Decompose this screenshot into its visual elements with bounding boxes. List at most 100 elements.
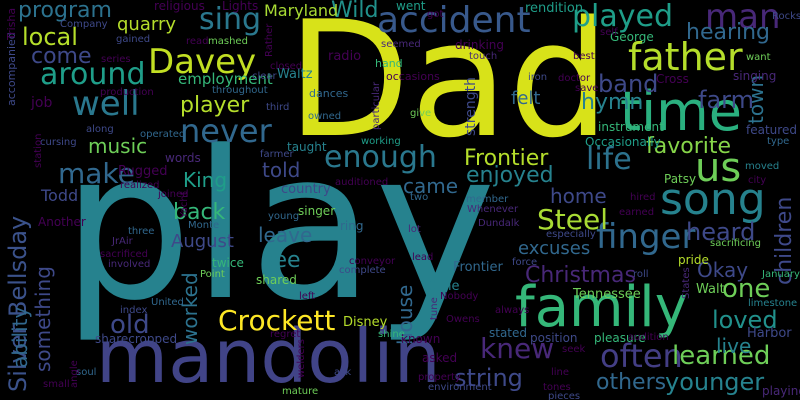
word-yacht: Yacht — [179, 191, 190, 218]
word-tones: tones — [543, 382, 571, 393]
word-king: King — [183, 168, 228, 192]
word-worked: worked — [178, 272, 202, 345]
word-play: play — [62, 108, 497, 346]
word-farm: farm — [698, 86, 754, 114]
word-rugged: Rugged — [118, 164, 168, 179]
word-property: property — [418, 372, 461, 383]
word-earned: earned — [619, 207, 655, 218]
word-country: country — [281, 182, 331, 197]
word-owens: Owens — [446, 314, 480, 325]
word-finger: finger — [596, 217, 696, 257]
word-waltz: Waltz — [277, 67, 313, 82]
word-shared: shared — [256, 273, 297, 287]
word-younger: younger — [665, 368, 765, 396]
word-cline: Cline — [427, 279, 460, 294]
word-walt: Walt — [696, 282, 725, 297]
word-pieces: pieces — [548, 391, 581, 400]
word-dances: dances — [309, 87, 349, 100]
word-never: never — [180, 112, 272, 150]
word-see: see — [262, 248, 301, 273]
word-iron: iron — [528, 72, 548, 83]
word-pleasure: pleasure — [594, 331, 646, 345]
word-lights: Lights — [222, 0, 259, 13]
word-man: man — [705, 0, 781, 37]
word-accompanied: accompanied — [5, 32, 18, 106]
word-religious: religious — [154, 0, 205, 13]
word-others: others — [596, 370, 667, 395]
word-soul: soul — [76, 367, 97, 378]
word-save: save — [575, 83, 599, 94]
word-player: player — [180, 93, 250, 118]
word-taught: taught — [287, 140, 327, 154]
word-auditioned: auditioned — [335, 177, 389, 188]
word-want: want — [746, 52, 771, 63]
word-drinking: drinking — [455, 38, 504, 52]
word-went: went — [396, 0, 426, 13]
word-todd: Todd — [41, 186, 79, 205]
word-position: position — [530, 331, 578, 345]
word-learned: learned — [672, 341, 771, 371]
word-series: series — [101, 54, 131, 65]
word-lead: lead — [412, 252, 434, 263]
word-maryland: Maryland — [264, 1, 339, 20]
word-felt: felt — [511, 88, 541, 109]
word-loved: loved — [712, 306, 778, 334]
word-point: Point — [200, 269, 225, 280]
word-make: make — [58, 157, 135, 190]
word-strength: strength — [463, 77, 479, 136]
word-states: States — [681, 267, 692, 299]
word-old: old — [110, 310, 150, 340]
word-production: production — [100, 87, 154, 98]
word-small: small — [43, 379, 70, 390]
word-third: third — [266, 102, 290, 113]
word-christmas: Christmas — [525, 263, 636, 288]
word-young: young — [268, 211, 300, 222]
word-joined: joined — [158, 189, 189, 200]
word-enjoyed: enjoyed — [466, 163, 554, 188]
word-january: January — [762, 269, 800, 280]
word-music: music — [88, 134, 148, 158]
word-left: left — [299, 291, 316, 302]
word-frontier-small: Frontier — [453, 260, 503, 275]
word-live: live — [716, 334, 752, 358]
word-farmer: farmer — [260, 149, 294, 160]
word-along: along — [86, 124, 114, 135]
word-sharecropped: sharecropped — [95, 332, 178, 346]
word-city: city — [748, 175, 767, 186]
word-okay: Okay — [697, 258, 749, 282]
word-time: time — [620, 80, 743, 143]
word-trisha: Trisha — [5, 7, 18, 40]
word-moved: moved — [745, 161, 780, 172]
word-song: song — [660, 174, 766, 225]
word-program: program — [18, 0, 112, 23]
word-excuses: excuses — [518, 238, 591, 259]
word-home: home — [550, 184, 607, 208]
word-cursing: cursing — [40, 137, 77, 148]
word-roll: roll — [633, 269, 649, 280]
word-cross: Cross — [656, 72, 689, 86]
word-something: something — [31, 266, 55, 372]
word-closed: closed — [270, 61, 303, 72]
word-ring: ring — [340, 219, 364, 233]
word-quarry: quarry — [117, 14, 177, 35]
word-davey: Davey — [148, 42, 257, 82]
word-enough: enough — [324, 140, 437, 175]
word-hired: hired — [630, 192, 656, 203]
word-disney: Disney — [343, 315, 388, 330]
word-rocks: Rocks — [772, 11, 800, 22]
word-dundalk: Dundalk — [478, 218, 520, 229]
word-lot: lot — [408, 224, 421, 235]
word-knew: knew — [480, 332, 555, 365]
word-united: United — [151, 297, 184, 308]
word-words: words — [165, 151, 201, 165]
word-string: string — [454, 364, 523, 392]
word-member: member — [466, 194, 509, 205]
word-employment: employment — [178, 70, 273, 88]
word-tennessee: Tennessee — [573, 287, 641, 302]
word-patsy: Patsy — [664, 172, 697, 186]
word-sing: sing — [199, 2, 262, 37]
word-monte: Monte — [188, 220, 220, 231]
word-throughout: throughout — [212, 85, 268, 96]
word-job: job — [31, 95, 53, 111]
